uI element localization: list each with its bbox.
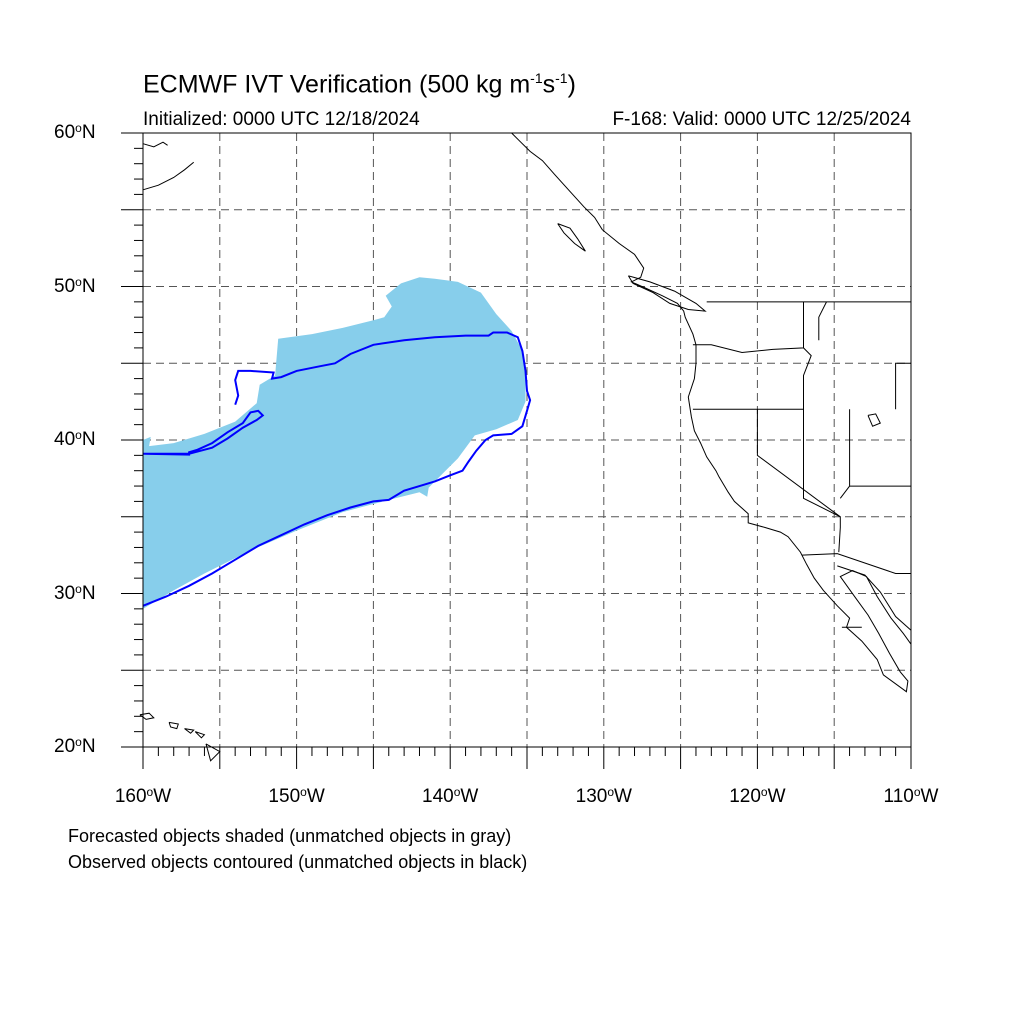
lat-label: 50oN [54,274,96,297]
map-title: ECMWF IVT Verification (500 kg m-1s-1) [143,70,576,99]
coastline-segment [803,409,841,518]
lat-label: 40oN [54,428,96,450]
observed-object-contour [142,331,532,607]
coastline-segment [692,301,804,354]
lat-label: 20oN [54,735,96,757]
coastline-segment [692,347,812,410]
coastline-segment [139,712,155,720]
axis-ticks [121,132,912,769]
coastline-segment [895,362,911,410]
initialized-label: Initialized: 0000 UTC 12/18/2024 [143,109,420,130]
coastline-segment [839,409,851,499]
forecast-object-shaded [143,277,526,609]
lon-label: 120oW [729,785,786,807]
coastline-segment [801,553,911,574]
coastline-segment [205,743,221,762]
coastline-segment [867,413,881,427]
coastline-segment [818,301,827,341]
coastline-segment [511,132,912,693]
lon-label: 110oW [883,785,939,807]
lat-label: 60oN [54,121,96,143]
lon-label: 140oW [422,785,479,807]
legend-note-forecast: Forecasted objects shaded (unmatched obj… [68,826,512,846]
lon-label: 150oW [268,785,325,807]
coastline-segment [837,565,912,631]
lon-label: 160oW [114,785,172,807]
graticule [143,133,911,747]
coastline-segment [184,728,195,734]
lon-label: 130oW [575,785,632,807]
map-frame [142,132,912,748]
valid-time-label: F-168: Valid: 0000 UTC 12/25/2024 [612,109,911,130]
coastline-segment [168,721,179,730]
coastline-segment [142,141,168,148]
coastline-segment [557,223,586,252]
coastline-segment [142,161,195,191]
lat-label: 30oN [54,581,96,604]
legend-note-observed: Observed objects contoured (unmatched ob… [68,852,528,872]
coastlines-and-borders [139,132,912,762]
coastline-segment [194,731,206,739]
coastline-segment [627,275,707,312]
coastline-segment [756,409,841,553]
